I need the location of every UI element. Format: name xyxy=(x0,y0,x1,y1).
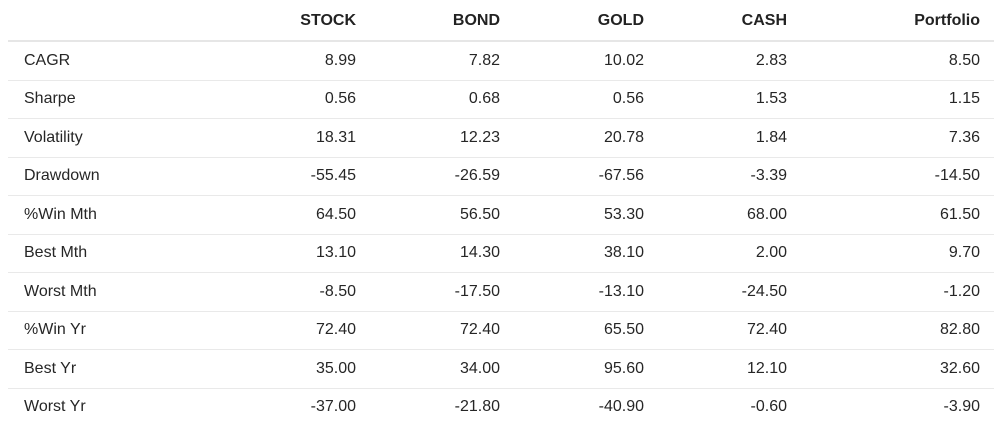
table-cell: -26.59 xyxy=(370,157,514,196)
table-cell: 32.60 xyxy=(801,349,994,389)
table-row: Best Mth 13.10 14.30 38.10 2.00 9.70 xyxy=(8,234,994,273)
row-label: Worst Mth xyxy=(8,272,218,312)
table-cell: 12.10 xyxy=(658,349,801,389)
row-label: Best Mth xyxy=(8,234,218,273)
table-cell: 20.78 xyxy=(514,118,658,158)
row-label: Drawdown xyxy=(8,157,218,196)
table-cell: 1.53 xyxy=(658,80,801,119)
row-label: Volatility xyxy=(8,118,218,158)
table-cell: -67.56 xyxy=(514,157,658,196)
table-row: Best Yr 35.00 34.00 95.60 12.10 32.60 xyxy=(8,349,994,389)
table-cell: -14.50 xyxy=(801,157,994,196)
table-cell: 53.30 xyxy=(514,195,658,235)
column-header-bond[interactable]: BOND xyxy=(370,2,514,42)
row-label: Sharpe xyxy=(8,80,218,119)
table-cell: -24.50 xyxy=(658,272,801,312)
table-cell: 0.68 xyxy=(370,80,514,119)
stats-table: STOCK BOND GOLD CASH Portfolio CAGR 8.99… xyxy=(8,2,994,426)
table-cell: 1.84 xyxy=(658,118,801,158)
table-cell: 72.40 xyxy=(658,311,801,350)
table-row: Drawdown -55.45 -26.59 -67.56 -3.39 -14.… xyxy=(8,157,994,196)
table-row: Worst Yr -37.00 -21.80 -40.90 -0.60 -3.9… xyxy=(8,388,994,426)
table-cell: 8.99 xyxy=(218,41,370,81)
table-cell: 35.00 xyxy=(218,349,370,389)
table-cell: 0.56 xyxy=(514,80,658,119)
table-cell: -1.20 xyxy=(801,272,994,312)
header-row: STOCK BOND GOLD CASH Portfolio xyxy=(8,2,994,42)
table-cell: -13.10 xyxy=(514,272,658,312)
table-cell: 2.00 xyxy=(658,234,801,273)
table-cell: -3.39 xyxy=(658,157,801,196)
table-cell: 68.00 xyxy=(658,195,801,235)
table-cell: 72.40 xyxy=(370,311,514,350)
table-cell: -0.60 xyxy=(750,398,787,416)
row-label: Worst Yr xyxy=(24,398,86,416)
table-cell: 7.36 xyxy=(801,118,994,158)
table-body: CAGR 8.99 7.82 10.02 2.83 8.50 Sharpe 0.… xyxy=(8,41,994,426)
row-label: %Win Yr xyxy=(8,311,218,350)
table-cell: -17.50 xyxy=(370,272,514,312)
table-header: STOCK BOND GOLD CASH Portfolio xyxy=(8,2,994,42)
table-row: Sharpe 0.56 0.68 0.56 1.53 1.15 xyxy=(8,80,994,119)
table-row: Worst Mth -8.50 -17.50 -13.10 -24.50 -1.… xyxy=(8,272,994,312)
table-row: Volatility 18.31 12.23 20.78 1.84 7.36 xyxy=(8,118,994,158)
table-cell: -40.90 xyxy=(598,398,644,416)
column-header-stock[interactable]: STOCK xyxy=(218,2,370,42)
table-cell: -3.90 xyxy=(943,398,980,416)
table-cell: 56.50 xyxy=(370,195,514,235)
table-cell: 13.10 xyxy=(218,234,370,273)
table-row: %Win Yr 72.40 72.40 65.50 72.40 82.80 xyxy=(8,311,994,350)
row-label: CAGR xyxy=(8,41,218,81)
table-cell: -55.45 xyxy=(218,157,370,196)
table-cell: 7.82 xyxy=(370,41,514,81)
table-cell: 10.02 xyxy=(514,41,658,81)
row-label: %Win Mth xyxy=(8,195,218,235)
header-stub xyxy=(8,2,218,42)
table-cell: 72.40 xyxy=(218,311,370,350)
table-cell: 64.50 xyxy=(218,195,370,235)
table-cell: 18.31 xyxy=(218,118,370,158)
table-cell: 38.10 xyxy=(514,234,658,273)
table-cell: 8.50 xyxy=(801,41,994,81)
table-cell: -21.80 xyxy=(454,398,500,416)
column-header-portfolio[interactable]: Portfolio xyxy=(801,2,994,42)
table-row: %Win Mth 64.50 56.50 53.30 68.00 61.50 xyxy=(8,195,994,235)
table-cell: 12.23 xyxy=(370,118,514,158)
table-cell: 95.60 xyxy=(514,349,658,389)
table-cell: 1.15 xyxy=(801,80,994,119)
table-cell: 61.50 xyxy=(801,195,994,235)
column-header-cash[interactable]: CASH xyxy=(658,2,801,42)
table-cell: -37.00 xyxy=(310,398,356,416)
column-header-gold[interactable]: GOLD xyxy=(514,2,658,42)
row-label: Best Yr xyxy=(8,349,218,389)
table-cell: 14.30 xyxy=(370,234,514,273)
table-cell: 0.56 xyxy=(218,80,370,119)
table-cell: 2.83 xyxy=(658,41,801,81)
table-cell: 82.80 xyxy=(801,311,994,350)
table-cell: 34.00 xyxy=(370,349,514,389)
stats-table-container: STOCK BOND GOLD CASH Portfolio CAGR 8.99… xyxy=(8,2,994,426)
table-cell: -8.50 xyxy=(218,272,370,312)
table-cell: 65.50 xyxy=(514,311,658,350)
table-cell: 9.70 xyxy=(801,234,994,273)
table-row: CAGR 8.99 7.82 10.02 2.83 8.50 xyxy=(8,41,994,81)
